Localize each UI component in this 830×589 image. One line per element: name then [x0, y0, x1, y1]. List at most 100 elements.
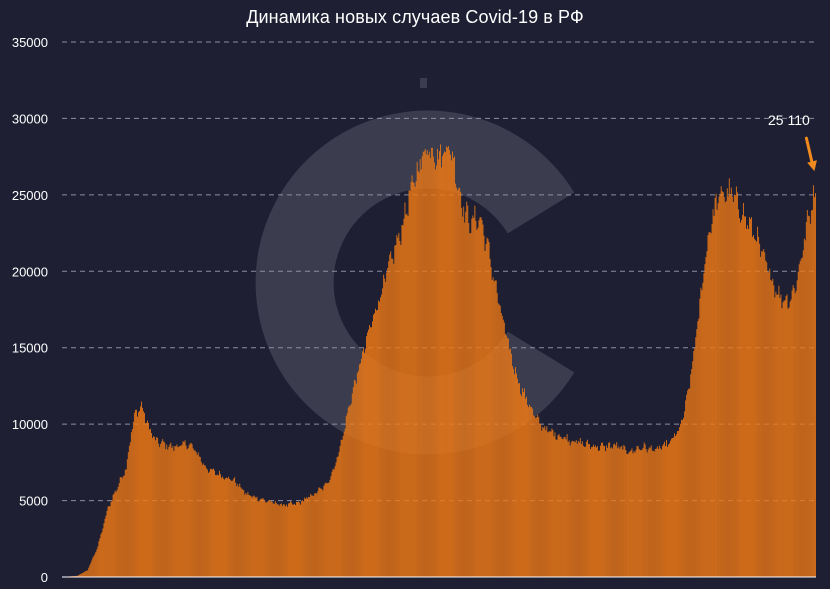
bar [790, 299, 792, 577]
callout-arrow [804, 136, 817, 172]
bar [135, 409, 137, 577]
bar [293, 504, 294, 577]
bar [725, 201, 727, 577]
bar [505, 335, 507, 577]
bar [678, 431, 679, 577]
bar [812, 185, 814, 578]
bars [63, 144, 816, 578]
bar [688, 388, 690, 577]
bar [145, 423, 146, 577]
bar [380, 297, 382, 577]
bar [432, 156, 434, 577]
bar [511, 365, 513, 577]
bar [776, 294, 778, 577]
bar [710, 233, 712, 578]
bar [344, 428, 346, 577]
bar [299, 502, 300, 577]
bar [641, 449, 643, 577]
bar [272, 503, 274, 577]
bar [715, 193, 717, 577]
bar [101, 532, 103, 577]
bar [496, 293, 498, 577]
bar [650, 445, 652, 577]
bar [474, 205, 476, 577]
bar [626, 453, 628, 577]
bar [138, 412, 139, 577]
bar [233, 478, 235, 577]
bar [261, 498, 263, 577]
bar [241, 488, 243, 577]
bar [441, 167, 442, 577]
bar [383, 274, 385, 577]
callout-value-label: 25 110 [768, 112, 810, 128]
bar [207, 472, 209, 577]
bar [361, 351, 363, 577]
bar [147, 420, 148, 577]
bar [473, 217, 475, 577]
bar [720, 186, 722, 578]
bar [669, 443, 670, 577]
bar [396, 235, 398, 577]
bar [367, 332, 368, 577]
bar [793, 288, 795, 577]
bar [97, 546, 99, 577]
bar [483, 235, 485, 577]
bar [78, 575, 80, 577]
bar [604, 446, 606, 577]
bar [631, 448, 633, 577]
bar [198, 456, 200, 577]
bar [281, 505, 283, 577]
bar [755, 240, 757, 577]
bar [670, 440, 671, 577]
bar [572, 441, 574, 577]
bar [713, 215, 715, 577]
bar [731, 196, 733, 577]
bar [645, 449, 647, 577]
bar [622, 449, 624, 577]
bar [769, 268, 771, 577]
bar [554, 432, 556, 577]
bar [476, 229, 478, 577]
bar [161, 441, 163, 577]
bar [314, 493, 316, 577]
bar [566, 434, 568, 577]
bar [294, 503, 295, 577]
bar [698, 318, 700, 577]
bar [240, 487, 242, 577]
bar [80, 574, 82, 577]
bar [797, 271, 799, 577]
bar [279, 504, 281, 577]
bar [252, 496, 254, 577]
bar [761, 251, 763, 577]
bar [803, 238, 805, 577]
bar [124, 469, 126, 577]
bar [338, 451, 340, 577]
bar [493, 281, 495, 577]
bar [553, 436, 555, 577]
bar [181, 444, 183, 577]
bar [262, 498, 264, 577]
bar [472, 215, 474, 578]
bar [586, 439, 588, 577]
bar [531, 407, 533, 577]
bar [353, 379, 355, 577]
bar [330, 476, 332, 577]
bar [134, 409, 136, 577]
bar [132, 421, 134, 577]
bar [534, 416, 536, 577]
bar [627, 453, 629, 577]
bar [107, 506, 109, 577]
bar [146, 422, 147, 577]
bar [742, 215, 743, 578]
bar [502, 319, 504, 577]
bar [482, 224, 484, 578]
bar [733, 194, 735, 577]
bar [244, 494, 246, 577]
bar [412, 181, 414, 577]
bar [364, 353, 365, 577]
bar [751, 217, 752, 577]
bar [577, 440, 579, 577]
bar [79, 574, 81, 577]
bar [508, 349, 510, 577]
bar [462, 216, 464, 577]
